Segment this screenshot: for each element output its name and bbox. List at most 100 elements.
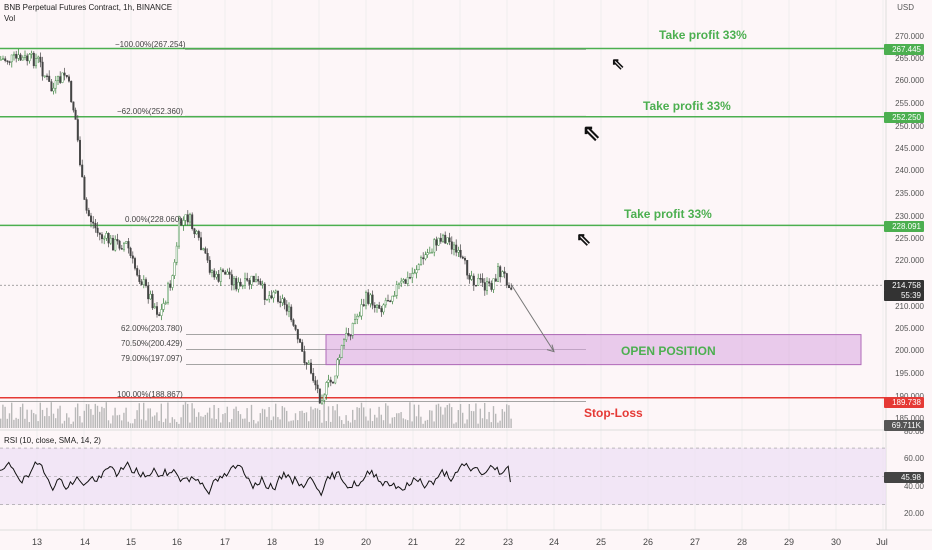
- volume-bar: [244, 418, 246, 428]
- volume-bar: [451, 407, 453, 428]
- candle-body: [63, 72, 66, 76]
- time-tick: 24: [548, 537, 560, 547]
- volume-bar: [303, 412, 305, 428]
- candle-body: [191, 214, 194, 229]
- volume-bar: [215, 419, 217, 428]
- candle-body: [122, 243, 125, 250]
- volume-bar: [387, 405, 389, 428]
- candle-body: [70, 80, 73, 103]
- time-tick: 28: [736, 537, 748, 547]
- candle-body: [422, 257, 425, 260]
- volume-bar: [360, 402, 363, 428]
- candle-body: [188, 214, 191, 223]
- volume-bar: [272, 416, 275, 428]
- volume-bar: [444, 407, 446, 428]
- volume-bar: [118, 414, 121, 428]
- candle-body: [281, 298, 284, 303]
- candle-body: [120, 248, 123, 250]
- volume-bar: [380, 414, 382, 428]
- candle-body: [402, 279, 405, 282]
- candle-body: [305, 362, 308, 365]
- volume-bar: [162, 422, 165, 428]
- candle-body: [65, 75, 68, 77]
- price-tick: 265.000: [895, 54, 924, 63]
- candle-body: [444, 234, 447, 244]
- candle-body: [411, 273, 414, 278]
- candle-body: [285, 304, 288, 312]
- candle-body: [272, 291, 275, 299]
- candle-body: [338, 357, 341, 361]
- volume-bar: [433, 421, 435, 428]
- candle-body: [246, 278, 249, 281]
- time-tick: 13: [31, 537, 43, 547]
- time-tick: 16: [171, 537, 183, 547]
- open-position-zone: [325, 334, 862, 366]
- volume-bar: [239, 414, 242, 428]
- fib-level-label: −100.00%(267.254): [115, 40, 186, 49]
- volume-bar: [275, 403, 277, 428]
- volume-bar: [79, 416, 81, 428]
- volume-bar: [235, 406, 237, 428]
- volume-bar: [52, 413, 55, 428]
- volume-bar: [77, 403, 79, 428]
- candle-body: [343, 339, 346, 346]
- candle-body: [54, 80, 57, 89]
- candle-body: [369, 294, 372, 304]
- volume-bar: [127, 421, 129, 428]
- volume-bar: [503, 411, 506, 428]
- volume-bar: [457, 410, 459, 428]
- price-tick: 240.000: [895, 166, 924, 175]
- time-tick: 27: [689, 537, 701, 547]
- candle-body: [243, 278, 246, 286]
- candle-body: [177, 218, 180, 247]
- volume-bar: [325, 421, 327, 428]
- candle-body: [336, 359, 339, 377]
- volume-bar: [415, 416, 418, 428]
- candle-body: [413, 272, 416, 275]
- candle-body: [508, 285, 511, 289]
- arrow-up-left-icon: ⇖: [582, 120, 601, 145]
- volume-bar: [376, 417, 378, 428]
- candle-body: [111, 237, 114, 251]
- volume-bar: [193, 408, 195, 428]
- volume-bar: [321, 422, 323, 428]
- candle-body: [288, 306, 291, 312]
- candle-body: [215, 273, 218, 278]
- candle-body: [501, 271, 504, 278]
- candle-body: [52, 87, 55, 92]
- volume-bar: [136, 410, 138, 428]
- candle-body: [182, 220, 185, 226]
- volume-bar: [187, 403, 189, 428]
- candle-body: [299, 338, 302, 343]
- volume-bar: [371, 421, 374, 428]
- volume-bar: [6, 418, 8, 428]
- volume-bar: [402, 418, 404, 428]
- rsi-line: [0, 461, 511, 497]
- candle-body: [230, 274, 233, 286]
- volume-bar: [61, 423, 63, 428]
- volume-bar: [270, 420, 272, 428]
- rsi-tick: 20.00: [903, 509, 924, 518]
- candle-body: [307, 362, 310, 365]
- candle-body: [228, 271, 231, 275]
- volume-bar: [501, 409, 503, 428]
- candle-body: [138, 275, 141, 282]
- candle-body: [98, 232, 101, 235]
- volume-bar: [475, 403, 477, 428]
- volume-bar: [224, 413, 226, 428]
- volume-bar: [121, 420, 123, 428]
- volume-bar: [237, 411, 239, 428]
- candle-body: [483, 282, 486, 291]
- volume-bar: [88, 404, 90, 428]
- candle-body: [107, 233, 110, 244]
- volume-bar: [26, 409, 28, 428]
- volume-bar: [195, 416, 198, 428]
- volume-bar: [171, 417, 173, 428]
- candle-body: [232, 278, 235, 286]
- volume-bar: [470, 410, 473, 428]
- volume-bar: [107, 420, 110, 428]
- rsi-value-tag: 45.98: [884, 472, 924, 483]
- candle-body: [312, 373, 315, 381]
- candle-body: [387, 300, 390, 302]
